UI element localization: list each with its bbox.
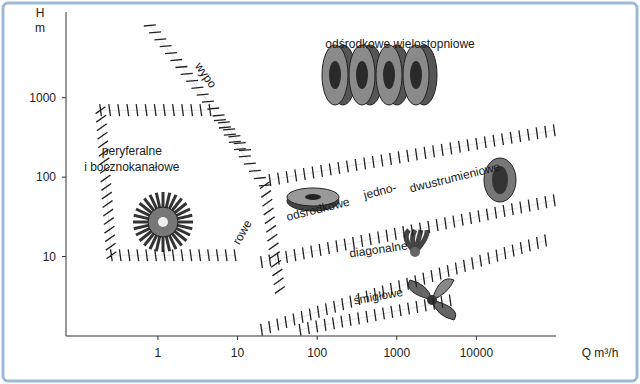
region-label: peryferalne <box>102 144 162 158</box>
blade <box>177 221 193 224</box>
hub <box>410 247 420 257</box>
boundary-hatch <box>261 194 555 268</box>
x-tick-label: 100 <box>307 346 327 360</box>
y-tick-label: 1000 <box>29 91 56 105</box>
x-tick-label: 1 <box>155 346 162 360</box>
region-label: i bocznokanałowe <box>84 160 180 174</box>
chart: 1 10 100 1000 10000 10 100 1000 Hm Q m³/h odśrodko… <box>0 0 640 384</box>
y-tick-label: 100 <box>36 170 56 184</box>
frame <box>3 3 637 381</box>
boundary-hatch <box>261 234 547 335</box>
x-tick <box>157 336 158 340</box>
impeller-eye <box>305 194 321 200</box>
x-tick-label: 1000 <box>383 346 410 360</box>
boundary-line <box>101 110 236 255</box>
boundary-hatch <box>269 124 555 186</box>
x-tick-label: 10 <box>231 346 245 360</box>
boundary-line <box>270 130 554 180</box>
boundary-line <box>262 240 546 329</box>
x-tick-label: 10000 <box>460 346 494 360</box>
boundary-hatch <box>96 104 236 261</box>
stage-disc <box>322 45 348 105</box>
blade <box>177 215 193 219</box>
region-label: jedno- <box>361 180 398 202</box>
y-tick-label: 10 <box>43 250 57 264</box>
y-axis <box>66 12 67 336</box>
region-label: rowe <box>230 217 255 247</box>
blade <box>134 225 150 229</box>
pump-icons <box>133 45 516 320</box>
stage-hub <box>329 61 341 89</box>
x-axis <box>66 336 556 337</box>
region-label: śmigłowe <box>353 285 405 308</box>
x-tick <box>396 336 397 340</box>
hub-hole <box>158 217 168 227</box>
y-axis-label-part: H <box>36 6 45 20</box>
stage-disc <box>349 45 375 105</box>
x-tick <box>237 336 238 340</box>
y-axis-label: Hm <box>35 6 45 35</box>
boundary-hatch <box>214 120 285 294</box>
plot-area <box>96 25 555 336</box>
stage-hub <box>356 61 368 89</box>
stage-disc <box>376 45 402 105</box>
blade <box>166 236 170 252</box>
blade <box>162 192 165 208</box>
stage-disc <box>403 45 429 105</box>
y-axis-label-part: m <box>35 21 45 35</box>
blade <box>133 221 149 224</box>
x-axis-label: Q m³/h <box>582 346 619 360</box>
hub <box>148 207 178 237</box>
x-tick <box>476 336 477 340</box>
region-label: odśrodkowe wielostopniowe <box>325 37 475 51</box>
stage-hub <box>410 61 422 89</box>
region-label: odśrodkowe <box>285 195 351 224</box>
x-tick <box>317 336 318 340</box>
stage-hub <box>383 61 395 89</box>
y-tick <box>62 97 66 98</box>
blade <box>156 193 160 209</box>
boundary-hatch <box>144 25 251 151</box>
region-label: wypo <box>191 59 219 91</box>
boundary-line <box>300 301 450 330</box>
boundary-line <box>150 25 245 150</box>
region-label: dwustrumieniowe <box>408 159 502 195</box>
y-tick <box>62 177 66 178</box>
region-label: diagonalne <box>348 238 408 260</box>
y-tick <box>62 256 66 257</box>
